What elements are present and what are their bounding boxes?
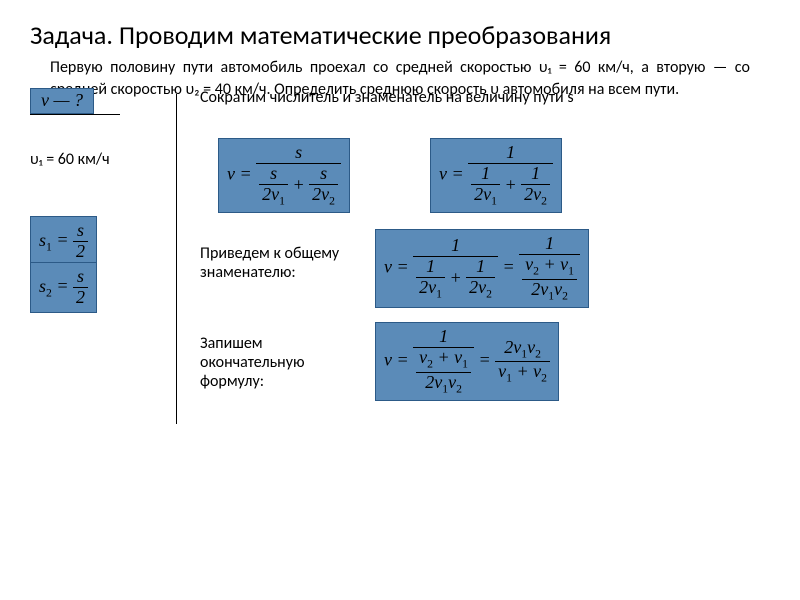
formula-4: v = 1 v2 + v12v1v2 = 2v1v2 v1 + v2 xyxy=(375,322,559,401)
f1-d1d: 2v1 xyxy=(259,185,288,208)
f1-num: s xyxy=(256,143,341,164)
f2-d1n: 1 xyxy=(471,164,500,185)
s2-num: s xyxy=(73,267,88,288)
f4-p1dd: 2v1v2 xyxy=(416,373,471,396)
f4-p1dn: v2 + v1 xyxy=(416,348,471,372)
s1-den: 2 xyxy=(73,242,88,262)
s2-den: 2 xyxy=(73,288,88,308)
step1-label: Сократим числитель и знаменатель на вели… xyxy=(200,88,620,107)
vertical-divider xyxy=(176,94,177,424)
unknown-box: v — ? xyxy=(30,88,94,114)
f4-p2den: v1 + v2 xyxy=(495,362,550,385)
f3-p2num: 1 xyxy=(519,234,580,255)
f3-d2n: 1 xyxy=(466,257,495,278)
f4-p1num: 1 xyxy=(413,327,474,348)
f2-num: 1 xyxy=(468,143,553,164)
s2-box: s2 = s2 xyxy=(30,262,97,313)
page-title: Задача. Проводим математические преобраз… xyxy=(30,20,770,51)
formula-3: v = 1 12v1 + 12v2 = 1 v2 + v12v1v2 xyxy=(375,229,589,308)
f3-p2dn: v2 + v1 xyxy=(522,255,577,279)
f3-d1n: 1 xyxy=(416,257,445,278)
f3-p2dd: 2v1v2 xyxy=(522,280,577,303)
step2-label: Приведем к общему знаменателю: xyxy=(200,244,340,282)
f4-p2num: 2v1v2 xyxy=(495,338,550,362)
step3-label: Запишем окончательную формулу: xyxy=(200,334,360,391)
f2-d2n: 1 xyxy=(521,164,550,185)
f3-d1d: 2v1 xyxy=(416,278,445,301)
f1-d2n: s xyxy=(309,164,338,185)
s1-num: s xyxy=(73,221,88,242)
formula-1: v = s s2v1 + s2v2 xyxy=(218,138,350,213)
f2-d2d: 2v2 xyxy=(521,185,550,208)
f2-d1d: 2v1 xyxy=(471,185,500,208)
f1-d2d: 2v2 xyxy=(309,185,338,208)
given-underline xyxy=(30,114,120,115)
formula-2: v = 1 12v1 + 12v2 xyxy=(430,138,562,213)
f1-d1n: s xyxy=(259,164,288,185)
s1-box: s1 = s2 xyxy=(30,216,97,267)
f3-d2d: 2v2 xyxy=(466,278,495,301)
v1-given: υ₁ = 60 км/ч xyxy=(30,150,140,169)
f3-p1num: 1 xyxy=(413,236,498,257)
